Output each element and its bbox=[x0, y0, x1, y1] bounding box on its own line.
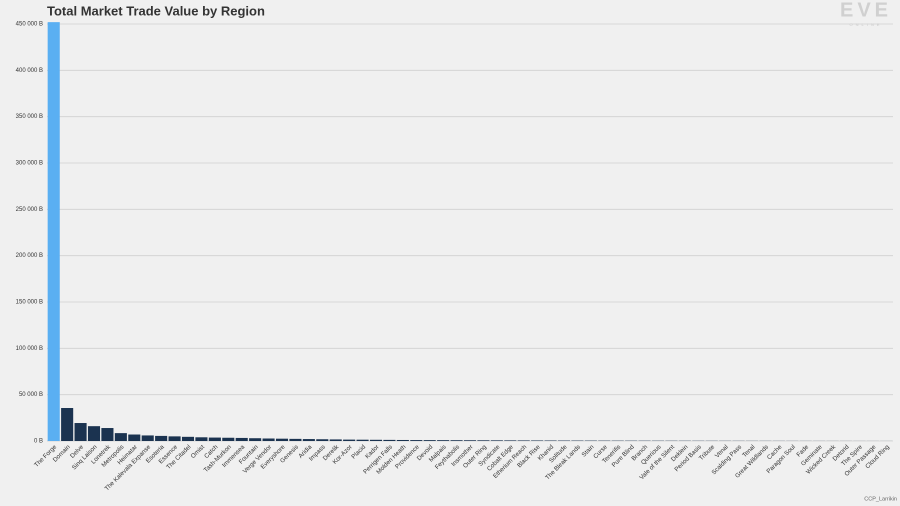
bar bbox=[87, 426, 101, 441]
bar bbox=[101, 428, 114, 441]
y-tick-label: 350 000 B bbox=[16, 114, 43, 120]
y-tick-label: 0 B bbox=[34, 439, 43, 445]
y-tick-label: 400 000 B bbox=[16, 68, 43, 74]
credit: CCP_Larrikin bbox=[864, 496, 897, 502]
bar bbox=[74, 423, 87, 441]
bar bbox=[181, 436, 195, 441]
logo: EVE bbox=[840, 0, 892, 21]
bar bbox=[383, 439, 396, 441]
bar bbox=[531, 440, 544, 441]
bar bbox=[504, 440, 517, 441]
bar bbox=[396, 439, 409, 441]
bar bbox=[208, 437, 221, 441]
bar bbox=[450, 440, 463, 441]
bar bbox=[168, 436, 181, 441]
bar bbox=[463, 440, 477, 441]
bar bbox=[61, 408, 74, 441]
bar bbox=[262, 438, 275, 441]
y-tick-label: 150 000 B bbox=[16, 300, 43, 306]
bar bbox=[289, 438, 302, 441]
bar bbox=[275, 438, 289, 441]
bar bbox=[329, 439, 342, 441]
bar bbox=[235, 437, 248, 441]
y-tick-label: 300 000 B bbox=[16, 161, 43, 167]
bar bbox=[128, 434, 141, 441]
bar bbox=[249, 438, 262, 441]
bar bbox=[141, 435, 154, 441]
bar bbox=[47, 22, 60, 441]
bar bbox=[222, 437, 235, 441]
bar bbox=[356, 439, 369, 441]
y-tick-label: 200 000 B bbox=[16, 253, 43, 259]
bar bbox=[316, 439, 329, 441]
bar bbox=[423, 440, 436, 441]
bar bbox=[437, 440, 450, 441]
bar bbox=[155, 435, 168, 441]
bar bbox=[477, 440, 490, 441]
chart-title: Total Market Trade Value by Region bbox=[47, 3, 265, 18]
y-tick-label: 250 000 B bbox=[16, 207, 43, 213]
x-tick-label: Placid bbox=[350, 443, 367, 460]
y-tick-label: 450 000 B bbox=[16, 22, 43, 28]
y-tick-label: 50 000 B bbox=[19, 392, 43, 398]
bar bbox=[517, 440, 530, 441]
bar bbox=[369, 439, 383, 441]
bar bbox=[114, 433, 127, 441]
bar bbox=[410, 440, 423, 441]
bar bbox=[490, 440, 503, 441]
logo-sub: ONLINE bbox=[850, 22, 883, 27]
bar bbox=[343, 439, 356, 441]
x-tick-label: Omist bbox=[190, 443, 207, 460]
x-tick-label: Tribute bbox=[698, 443, 717, 462]
bar bbox=[195, 437, 208, 441]
y-tick-label: 100 000 B bbox=[16, 346, 43, 352]
bar bbox=[302, 439, 315, 441]
